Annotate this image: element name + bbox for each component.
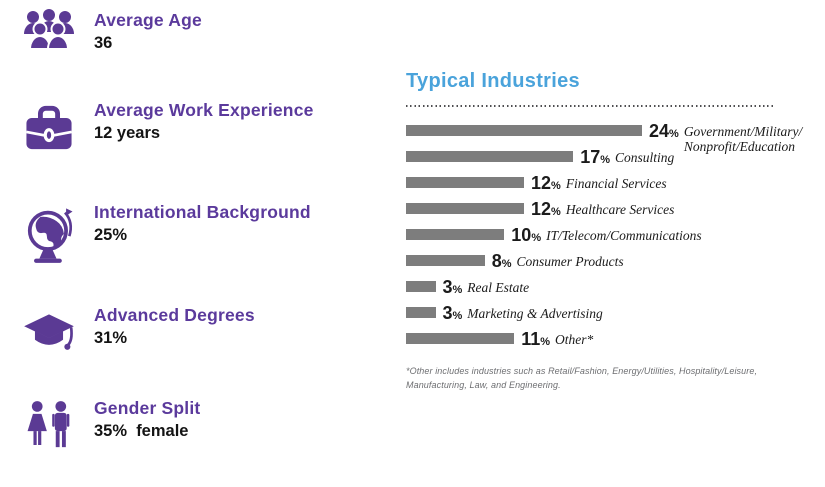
bar-value-label: 11% — [521, 329, 550, 349]
stat-gender-split: Gender Split 35% female — [20, 396, 200, 460]
bar — [406, 151, 574, 162]
bar-value-label: 12% — [531, 199, 561, 219]
bar-value-label: 3% — [442, 277, 463, 297]
bars: 24% Government/Military/ Nonprofit/Educat… — [406, 122, 822, 348]
bar-value-label: 8% — [491, 251, 512, 271]
bar-row: 17% Consulting — [406, 148, 822, 166]
bar — [406, 281, 436, 292]
bar-value-label: 10% — [511, 225, 542, 245]
bar-row: 12% Healthcare Services — [406, 200, 822, 218]
bar-row: 11% Other* — [406, 330, 822, 348]
bar-row: 12% Financial Services — [406, 174, 822, 192]
stat-label: Average Age — [94, 10, 202, 30]
gender-split-icon — [20, 396, 78, 460]
stat-label: Advanced Degrees — [94, 305, 255, 325]
stat-value: 31% — [94, 329, 128, 347]
typical-industries-chart: Typical Industries 24% Government/Militar… — [406, 69, 822, 393]
bar-row: 10% IT/Telecom/Communications — [406, 226, 822, 244]
bar-row: 24% Government/Military/ Nonprofit/Educat… — [406, 122, 822, 154]
bar — [406, 307, 436, 318]
briefcase-icon — [20, 98, 78, 162]
stat-average-work-experience: Average Work Experience 12 years — [20, 98, 314, 162]
bar — [406, 177, 524, 188]
bar — [406, 333, 515, 344]
bar-category-label: IT/Telecom/Communications — [546, 228, 702, 243]
people-group-icon — [20, 8, 78, 52]
stat-value: 25% — [94, 226, 128, 244]
stat-average-age: Average Age 36 — [20, 8, 202, 53]
globe-icon — [20, 200, 78, 265]
dotted-divider — [406, 105, 774, 107]
bar-category-label: Marketing & Advertising — [467, 306, 603, 321]
bar — [406, 125, 642, 136]
stat-label: International Background — [94, 202, 311, 222]
stat-text: Average Age 36 — [94, 8, 202, 53]
bar-row: 3% Real Estate — [406, 278, 822, 296]
stat-value: 12 years — [94, 124, 161, 142]
stat-text: Gender Split 35% female — [94, 396, 200, 441]
bar-category-label: Government/Military/ Nonprofit/Education — [683, 124, 803, 154]
bar-category-label: Healthcare Services — [565, 202, 675, 217]
stat-label: Average Work Experience — [94, 100, 314, 120]
chart-title: Typical Industries — [406, 70, 580, 92]
bar-category-label: Other* — [555, 332, 594, 347]
bar-category-label: Consumer Products — [516, 254, 624, 269]
bar-category-label: Financial Services — [565, 176, 667, 191]
bar-category-label: Consulting — [615, 150, 675, 165]
graduation-cap-icon — [20, 303, 78, 361]
stat-text: Advanced Degrees 31% — [94, 303, 255, 348]
bar-row: 3% Marketing & Advertising — [406, 304, 822, 322]
stat-label: Gender Split — [94, 398, 201, 418]
bar-value-label: 17% — [580, 147, 610, 167]
bar — [406, 255, 485, 266]
stat-text: International Background 25% — [94, 200, 311, 245]
stat-value: 35% female — [94, 422, 189, 440]
bar-row: 8% Consumer Products — [406, 252, 822, 270]
bar-value-label: 3% — [442, 303, 463, 323]
stat-value: 36 — [94, 34, 113, 52]
chart-footnote: *Other includes industries such as Retai… — [406, 366, 758, 391]
bar — [406, 203, 524, 214]
stat-text: Average Work Experience 12 years — [94, 98, 314, 143]
bar-value-label: 24% — [649, 121, 679, 141]
stat-advanced-degrees: Advanced Degrees 31% — [20, 303, 255, 361]
bar — [406, 229, 505, 240]
bar-value-label: 12% — [531, 173, 561, 193]
stat-international-background: International Background 25% — [20, 200, 311, 265]
bar-category-label: Real Estate — [467, 280, 530, 295]
